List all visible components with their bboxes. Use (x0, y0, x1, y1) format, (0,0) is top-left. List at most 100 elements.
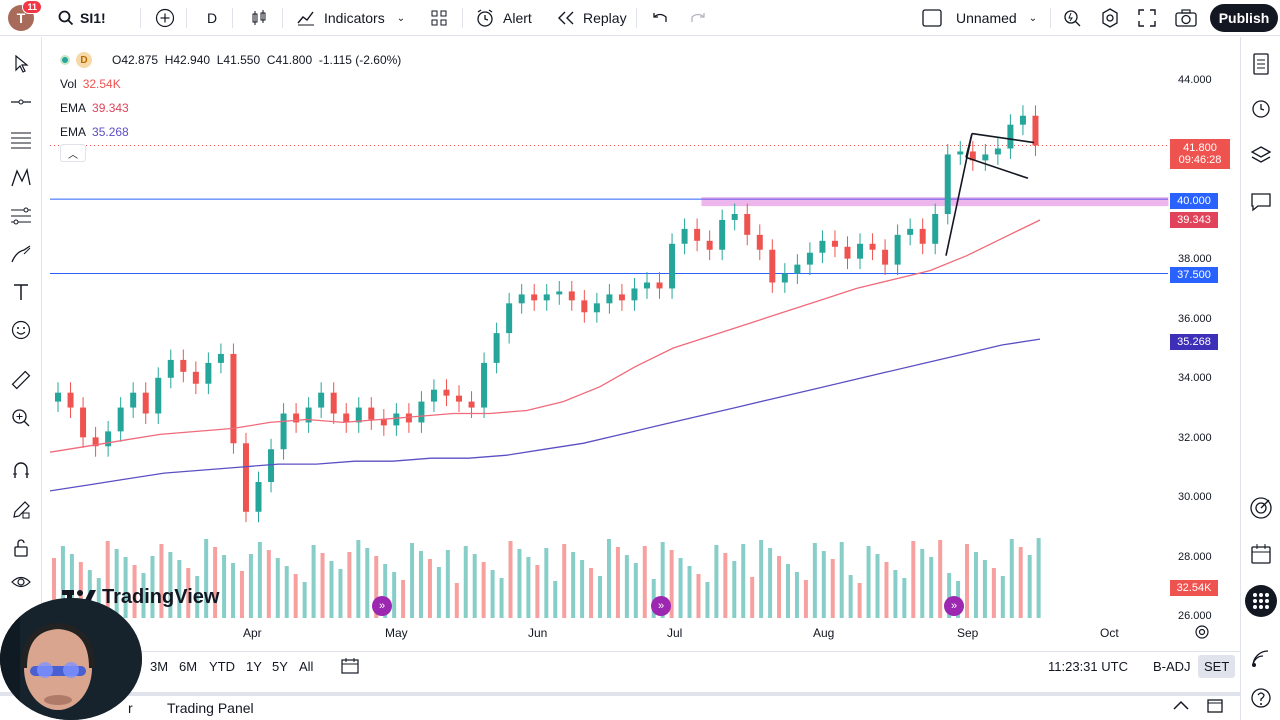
templates-button[interactable] (430, 0, 448, 36)
range-all[interactable]: All (299, 659, 314, 674)
date-range-button[interactable] (340, 657, 360, 678)
drawing-mode-tool[interactable] (8, 497, 34, 523)
maximize-panel-button[interactable] (1206, 698, 1224, 719)
ideas-button[interactable] (1248, 495, 1274, 521)
quick-search-icon (1064, 10, 1081, 27)
expand-panel-button[interactable] (1172, 698, 1190, 717)
volume-bar (490, 570, 495, 618)
replay-button[interactable]: Replay (557, 0, 627, 36)
avatar[interactable]: T 11 (8, 0, 42, 31)
collapse-legend-button[interactable]: ︿ (60, 144, 86, 162)
lock-tool[interactable] (8, 535, 34, 561)
volume-bar (401, 580, 406, 618)
ema-fast-price-label: 39.343 (1170, 212, 1218, 228)
pattern-tool[interactable] (8, 165, 34, 191)
snapshot-button[interactable] (1175, 0, 1197, 36)
ema-fast-legend[interactable]: EMA 39.343 (60, 101, 129, 115)
interval-button[interactable]: D (207, 10, 218, 26)
candle-body (694, 228, 701, 241)
fib-tool[interactable] (8, 127, 34, 153)
user-menu[interactable]: T 11 (8, 0, 42, 36)
range-3m[interactable]: 3M (150, 659, 169, 674)
publish-button[interactable]: Publish (1210, 4, 1278, 32)
ema-fast-line (50, 219, 1041, 453)
watchlist-button[interactable] (1248, 51, 1274, 77)
settings-button[interactable] (1100, 0, 1120, 36)
ema-slow-legend[interactable]: EMA 35.268 (60, 125, 129, 139)
candle-body (631, 288, 638, 301)
volume-bar (410, 543, 415, 618)
volume-bar (311, 545, 316, 618)
layout-name-button[interactable]: Unnamed ⌄ (956, 10, 1038, 26)
event-marker-icon[interactable]: » (372, 596, 392, 616)
calendar-button[interactable] (1248, 541, 1274, 567)
price-tick: 30.000 (1178, 491, 1212, 503)
cursor-tool[interactable] (8, 51, 34, 77)
candle-body (731, 214, 738, 220)
range-1y[interactable]: 1Y (246, 659, 262, 674)
event-marker-icon[interactable]: » (651, 596, 671, 616)
compare-button[interactable] (155, 0, 175, 36)
layout-button[interactable] (922, 0, 942, 36)
chart-type-button[interactable] (250, 0, 268, 36)
divider (1050, 8, 1051, 28)
time-tick: Sep (957, 626, 979, 640)
trend-line-tool[interactable] (8, 89, 34, 115)
session-toggle[interactable]: SET (1198, 655, 1236, 678)
signals-button[interactable] (1248, 645, 1274, 671)
back-adjust-toggle[interactable]: B-ADJ (1153, 659, 1191, 674)
chat-button[interactable] (1248, 189, 1274, 215)
help-button[interactable] (1248, 685, 1274, 711)
candle-body (67, 392, 74, 408)
price-chart[interactable] (50, 40, 1240, 650)
line-tool-icon (11, 99, 31, 105)
volume-bar (714, 545, 719, 618)
alerts-button[interactable] (1248, 95, 1274, 121)
clock[interactable]: 11:23:31 UTC (1048, 659, 1128, 674)
magnet-tool[interactable] (8, 457, 34, 483)
text-tool[interactable] (8, 279, 34, 305)
prediction-tool[interactable] (8, 203, 34, 229)
redo-button[interactable] (690, 0, 706, 36)
apps-button[interactable] (1245, 585, 1277, 617)
volume-bar (222, 555, 227, 618)
volume-bar (642, 546, 647, 618)
range-6m[interactable]: 6M (179, 659, 198, 674)
time-tick: Aug (813, 626, 835, 640)
volume-bar (472, 554, 477, 618)
alert-button[interactable]: Alert (475, 0, 532, 36)
indicators-button[interactable]: Indicators ⌄ (296, 0, 405, 36)
candle-body (280, 413, 287, 450)
volume-bar (812, 543, 817, 618)
event-marker-icon[interactable]: » (944, 596, 964, 616)
hide-tool[interactable] (8, 569, 34, 595)
candle-body (969, 151, 976, 161)
candle-body (806, 252, 813, 265)
range-5y[interactable]: 5Y (272, 659, 288, 674)
candle-body (581, 300, 588, 313)
fullscreen-button[interactable] (1138, 0, 1156, 36)
ohlc-row: D O42.875 H42.940 L41.550 C41.800 -1.115… (60, 48, 401, 72)
measure-tool[interactable] (8, 367, 34, 393)
price-tick: 34.000 (1178, 372, 1212, 384)
candle-body (456, 395, 463, 402)
volume-legend[interactable]: Vol 32.54K (60, 77, 121, 91)
rewind-icon (558, 11, 574, 25)
zoom-tool[interactable] (8, 405, 34, 431)
object-tree-button[interactable] (1248, 142, 1274, 168)
range-ytd[interactable]: YTD (209, 659, 235, 674)
ruler-icon (11, 370, 31, 390)
calendar-icon (1251, 544, 1271, 564)
emoji-tool[interactable] (8, 317, 34, 343)
volume-price-label: 32.54K (1170, 580, 1218, 596)
panel-tab-partial[interactable]: r (128, 700, 133, 716)
notification-badge: 11 (22, 0, 42, 14)
trading-panel-tab[interactable]: Trading Panel (167, 700, 254, 716)
quick-search-button[interactable] (1062, 0, 1082, 36)
candle-body (493, 333, 500, 363)
undo-button[interactable] (652, 0, 668, 36)
symbol-search[interactable]: SI1! (58, 0, 106, 36)
brush-tool[interactable] (8, 241, 34, 267)
time-axis-settings[interactable] (1194, 624, 1210, 645)
undo-icon (653, 13, 667, 22)
